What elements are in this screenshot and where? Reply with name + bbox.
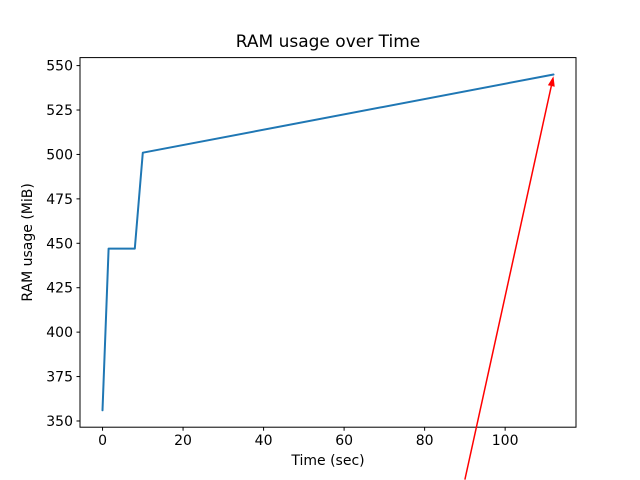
- y-axis-label: RAM usage (MiB): [20, 183, 36, 301]
- x-tick-label: 40: [255, 433, 273, 449]
- x-tick-label: 20: [174, 433, 192, 449]
- x-tick-label: 80: [416, 433, 434, 449]
- y-tick-label: 475: [46, 192, 73, 208]
- y-tick-label: 550: [46, 59, 73, 75]
- y-tick-label: 375: [46, 370, 73, 386]
- y-tick-label: 450: [46, 236, 73, 252]
- y-tick-label: 500: [46, 147, 73, 163]
- y-tick-label: 525: [46, 103, 73, 119]
- ram-usage-series-line: [101, 73, 555, 412]
- y-tick-label: 400: [46, 325, 73, 341]
- plot-area: [80, 57, 576, 428]
- y-tick-label: 425: [46, 281, 73, 297]
- y-tick-label: 350: [46, 414, 73, 430]
- annotation-arrow-head: [547, 76, 555, 87]
- x-axis-label: Time (sec): [290, 453, 364, 469]
- x-axis-ticks: 0 20 40 60 80 100: [98, 427, 519, 449]
- y-axis-ticks: 350 375 400 425 450 475 500 525 550: [46, 59, 80, 430]
- axes-spines: [79, 57, 577, 428]
- annotation-arrow-shaft: [464, 85, 553, 480]
- x-tick-label: 60: [335, 433, 353, 449]
- x-tick-label: 0: [98, 433, 107, 449]
- x-tick-label: 100: [492, 433, 519, 449]
- annotation-arrow: [464, 76, 555, 480]
- chart-title: RAM usage over Time: [236, 32, 420, 52]
